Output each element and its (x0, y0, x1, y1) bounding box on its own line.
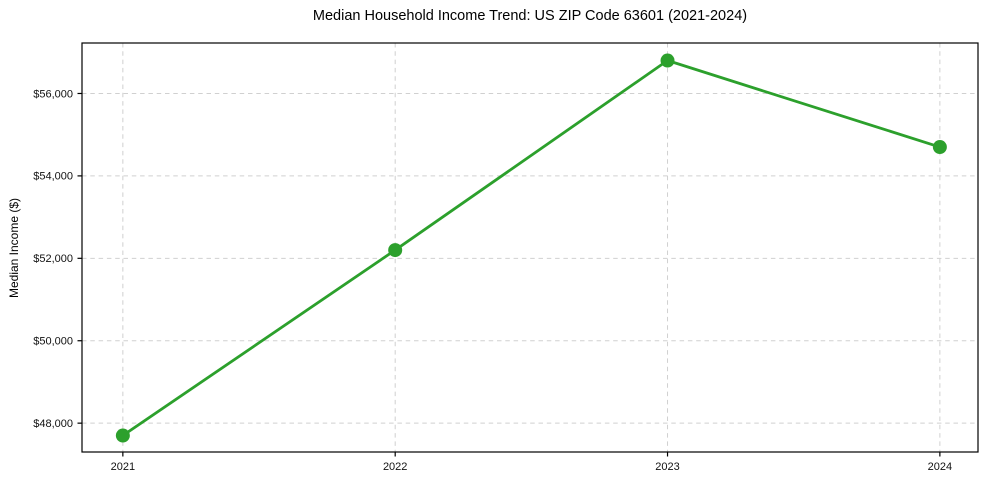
x-tick-label: 2021 (111, 461, 135, 473)
x-tick-label: 2023 (655, 461, 679, 473)
chart-title: Median Household Income Trend: US ZIP Co… (312, 8, 748, 24)
y-tick-label: $56,000 (33, 88, 73, 100)
x-tick-label: 2024 (928, 461, 952, 473)
x-tick-label: 2022 (383, 461, 407, 473)
data-point-2023 (660, 53, 675, 68)
y-tick-label: $48,000 (33, 418, 73, 430)
trend-line (121, 59, 942, 437)
y-tick-label: $52,000 (33, 253, 73, 265)
y-tick-label: $50,000 (33, 336, 73, 348)
data-point-2024 (932, 140, 947, 155)
y-tick-label: $54,000 (33, 171, 73, 183)
data-point-2021 (115, 428, 130, 443)
data-point-2022 (388, 243, 403, 258)
axes-border (81, 42, 979, 453)
